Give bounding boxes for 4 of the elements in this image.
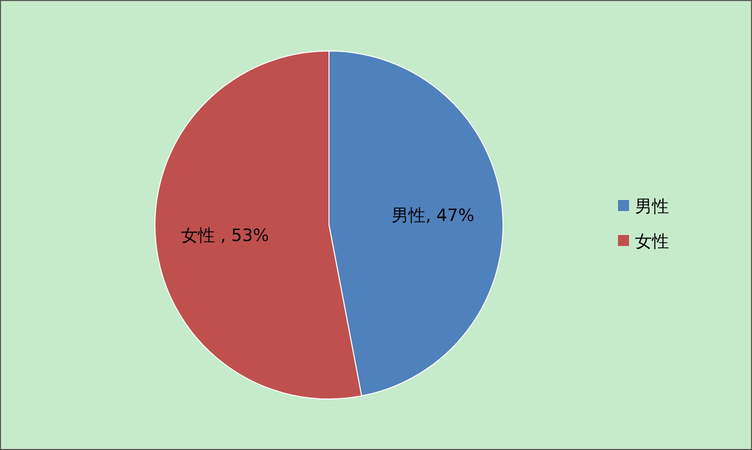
data-label: 女性 , 53%: [181, 226, 270, 246]
data-label: 男性, 47%: [392, 206, 474, 226]
legend-label: 男性: [635, 197, 669, 217]
legend-label: 女性: [635, 232, 669, 252]
